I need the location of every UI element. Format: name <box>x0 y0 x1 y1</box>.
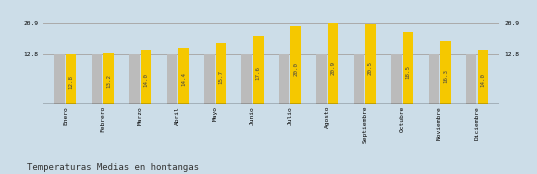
Bar <box>204 54 214 104</box>
Bar <box>141 50 151 104</box>
Text: 12.8: 12.8 <box>69 75 74 89</box>
Text: Temperaturas Medias en hontangas: Temperaturas Medias en hontangas <box>27 163 199 172</box>
Text: 16.3: 16.3 <box>443 69 448 83</box>
Bar <box>279 54 289 104</box>
Text: 15.7: 15.7 <box>219 70 223 84</box>
Bar <box>104 53 114 104</box>
Bar <box>166 54 177 104</box>
Bar <box>92 54 102 104</box>
Text: 20.0: 20.0 <box>293 62 298 76</box>
Bar <box>291 26 301 104</box>
Bar <box>242 54 252 104</box>
Bar <box>129 54 140 104</box>
Text: 14.0: 14.0 <box>480 73 485 87</box>
Text: 14.0: 14.0 <box>143 73 149 87</box>
Bar <box>466 54 476 104</box>
Bar <box>54 54 65 104</box>
Text: 13.2: 13.2 <box>106 74 111 88</box>
Bar <box>391 54 402 104</box>
Text: 14.4: 14.4 <box>181 72 186 86</box>
Text: 20.9: 20.9 <box>331 61 336 75</box>
Text: 20.5: 20.5 <box>368 61 373 75</box>
Bar <box>403 32 413 104</box>
Bar <box>178 48 188 104</box>
Bar <box>365 24 376 104</box>
Text: 18.5: 18.5 <box>405 65 410 79</box>
Text: 17.6: 17.6 <box>256 66 261 80</box>
Bar <box>316 54 326 104</box>
Bar <box>253 36 264 104</box>
Bar <box>429 54 439 104</box>
Bar <box>216 43 226 104</box>
Bar <box>66 54 76 104</box>
Bar <box>477 50 488 104</box>
Bar <box>354 54 364 104</box>
Bar <box>328 23 338 104</box>
Bar <box>440 41 451 104</box>
